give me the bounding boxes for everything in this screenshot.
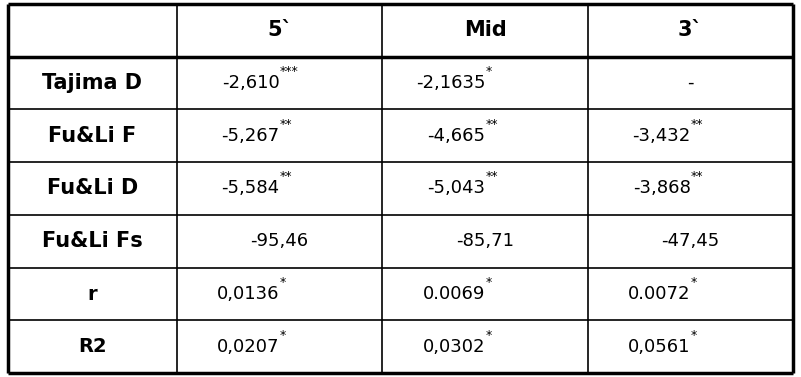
Text: **: ** <box>690 170 703 183</box>
Text: *: * <box>485 329 492 342</box>
Text: *: * <box>280 276 286 289</box>
Text: *: * <box>485 276 492 289</box>
Text: Fu&Li F: Fu&Li F <box>48 126 136 146</box>
Text: **: ** <box>690 118 703 130</box>
Text: Tajima D: Tajima D <box>42 73 143 93</box>
Text: 0,0302: 0,0302 <box>423 338 485 356</box>
Text: **: ** <box>280 170 292 183</box>
Text: 0,0561: 0,0561 <box>628 338 690 356</box>
Text: *: * <box>485 65 492 78</box>
Text: *: * <box>280 329 286 342</box>
Text: -85,71: -85,71 <box>457 232 514 250</box>
Text: r: r <box>87 285 97 303</box>
Text: 0.0069: 0.0069 <box>423 285 485 303</box>
Text: -2,610: -2,610 <box>222 74 280 92</box>
Text: 3`: 3` <box>678 20 703 40</box>
Text: -5,584: -5,584 <box>222 179 280 198</box>
Text: -47,45: -47,45 <box>662 232 719 250</box>
Text: 0,0136: 0,0136 <box>217 285 280 303</box>
Text: *: * <box>690 329 697 342</box>
Text: -4,665: -4,665 <box>427 127 485 145</box>
Text: -3,868: -3,868 <box>633 179 690 198</box>
Text: R2: R2 <box>78 337 107 356</box>
Text: -95,46: -95,46 <box>251 232 308 250</box>
Text: 0,0207: 0,0207 <box>217 338 280 356</box>
Text: Fu&Li D: Fu&Li D <box>46 178 138 199</box>
Text: -2,1635: -2,1635 <box>416 74 485 92</box>
Text: **: ** <box>280 118 292 130</box>
Text: 0.0072: 0.0072 <box>628 285 690 303</box>
Text: -3,432: -3,432 <box>632 127 690 145</box>
Text: Mid: Mid <box>464 20 507 40</box>
Text: Fu&Li Fs: Fu&Li Fs <box>42 231 143 251</box>
Text: *: * <box>690 276 697 289</box>
Text: **: ** <box>485 118 497 130</box>
Text: **: ** <box>485 170 497 183</box>
Text: -5,043: -5,043 <box>427 179 485 198</box>
Text: -5,267: -5,267 <box>222 127 280 145</box>
Text: 5`: 5` <box>267 20 292 40</box>
Text: -: - <box>687 74 694 92</box>
Text: ***: *** <box>280 65 298 78</box>
